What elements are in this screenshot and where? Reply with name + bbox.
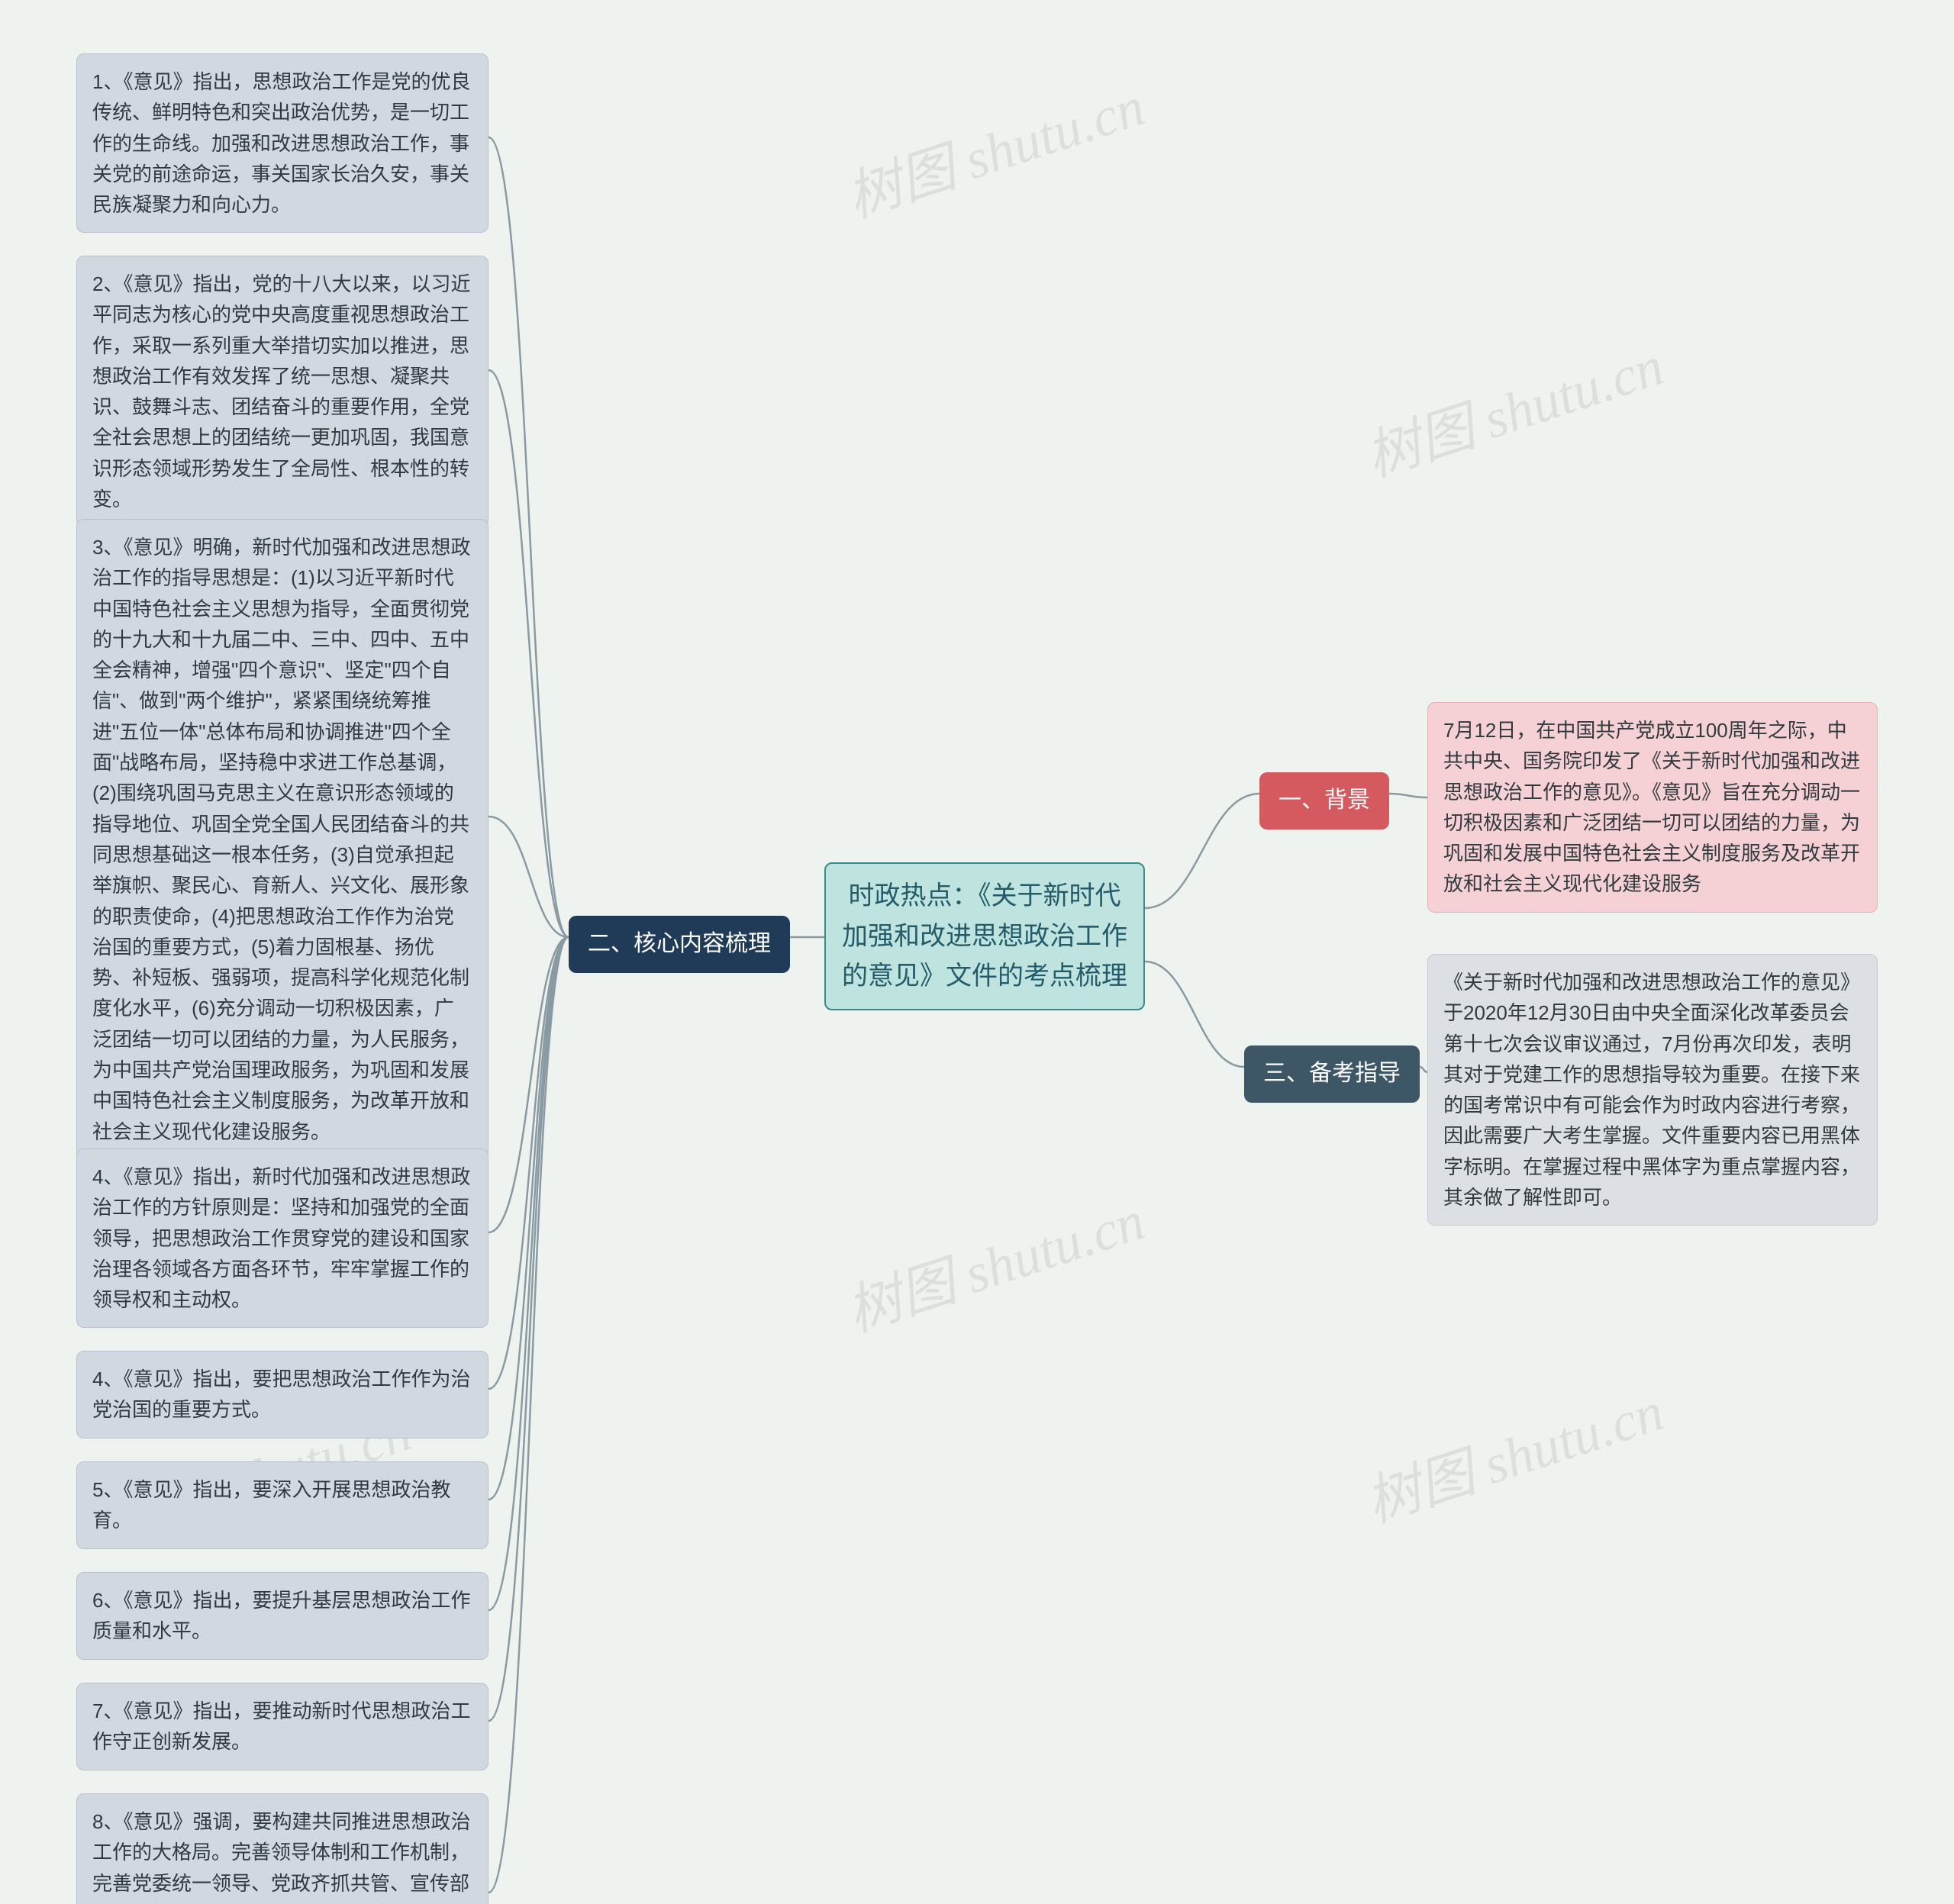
branch-node-b2: 二、核心内容梳理 bbox=[569, 916, 790, 973]
leaf-background: 7月12日，在中国共产党成立100周年之际，中共中央、国务院印发了《关于新时代加… bbox=[1427, 702, 1878, 913]
mindmap-canvas: 时政热点：《关于新时代加强和改进思想政治工作的意见》文件的考点梳理 shutu.… bbox=[0, 0, 1954, 1904]
leaf-core-8: 7、《意见》指出，要推动新时代思想政治工作守正创新发展。 bbox=[76, 1683, 488, 1770]
leaf-exam-guide: 《关于新时代加强和改进思想政治工作的意见》于2020年12月30日由中央全面深化… bbox=[1427, 954, 1878, 1226]
leaf-core-1: 1、《意见》指出，思想政治工作是党的优良传统、鲜明特色和突出政治优势，是一切工作… bbox=[76, 53, 488, 233]
leaf-core-7: 6、《意见》指出，要提升基层思想政治工作质量和水平。 bbox=[76, 1572, 488, 1660]
leaf-core-9: 8、《意见》强调，要构建共同推进思想政治工作的大格局。完善领导体制和工作机制，完… bbox=[76, 1793, 488, 1904]
watermark: 树图 shutu.cn bbox=[1354, 1366, 1672, 1538]
leaf-core-2: 2、《意见》指出，党的十八大以来，以习近平同志为核心的党中央高度重视思想政治工作… bbox=[76, 256, 488, 527]
watermark: 树图 shutu.cn bbox=[1354, 321, 1672, 492]
leaf-core-3: 3、《意见》明确，新时代加强和改进思想政治工作的指导思想是：(1)以习近平新时代… bbox=[76, 519, 488, 1160]
branch-node-b3: 三、备考指导 bbox=[1244, 1045, 1420, 1103]
branch-node-b1: 一、背景 bbox=[1259, 772, 1389, 830]
root-node: 时政热点：《关于新时代加强和改进思想政治工作的意见》文件的考点梳理 bbox=[824, 862, 1145, 1010]
watermark: 树图 shutu.cn bbox=[835, 61, 1153, 233]
watermark: 树图 shutu.cn bbox=[835, 1175, 1153, 1347]
leaf-core-4: 4、《意见》指出，新时代加强和改进思想政治工作的方针原则是：坚持和加强党的全面领… bbox=[76, 1149, 488, 1328]
leaf-core-5: 4、《意见》指出，要把思想政治工作作为治党治国的重要方式。 bbox=[76, 1351, 488, 1438]
leaf-core-6: 5、《意见》指出，要深入开展思想政治教育。 bbox=[76, 1461, 488, 1549]
